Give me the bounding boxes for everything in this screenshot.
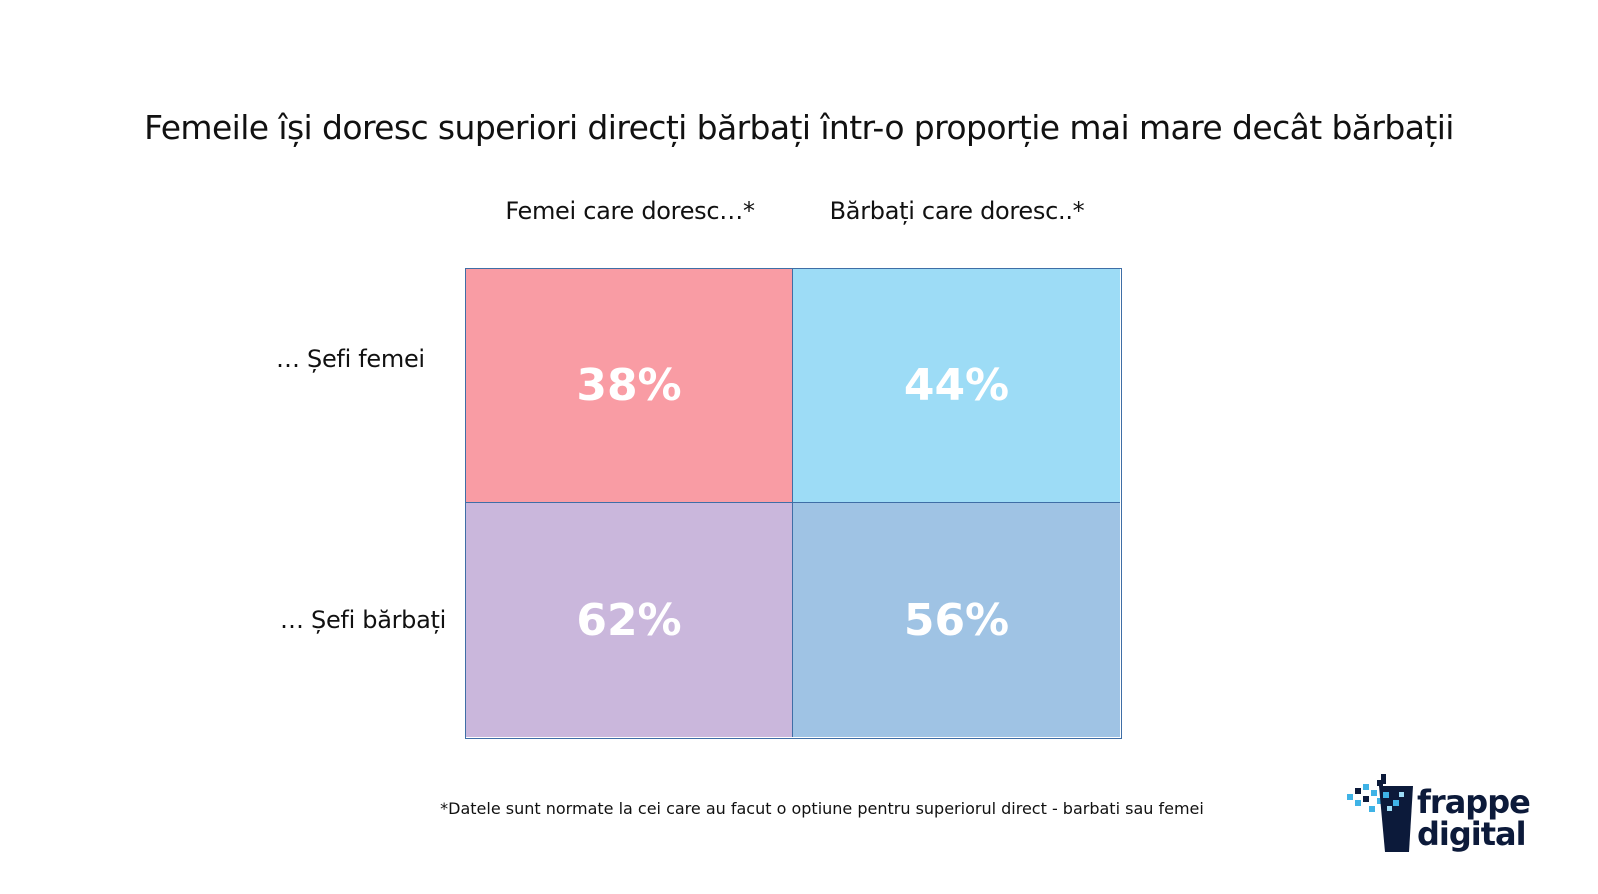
value-cell-r1-c1: 56%	[793, 503, 1120, 737]
row-header-male-bosses: … Șefi bărbați	[280, 606, 447, 634]
column-header-women: Femei care doresc…*	[505, 197, 755, 225]
row-header-female-bosses: … Șefi femei	[276, 345, 425, 373]
column-header-men: Bărbați care doresc..*	[829, 197, 1085, 225]
logo-text-frappe: frappe	[1417, 783, 1531, 821]
chart-title: Femeile își doresc superiori direcți băr…	[144, 108, 1454, 147]
logo-text-digital: digital	[1417, 815, 1527, 853]
value-cell-r1-c0: 62%	[466, 503, 793, 737]
value-cell-r0-c0: 38%	[466, 269, 793, 503]
value-cell-r0-c1: 44%	[793, 269, 1120, 503]
percentage-grid: 38% 44% 62% 56%	[465, 268, 1122, 739]
footnote: *Datele sunt normate la cei care au facu…	[440, 799, 1204, 818]
logo-mark-icon	[1347, 774, 1413, 852]
